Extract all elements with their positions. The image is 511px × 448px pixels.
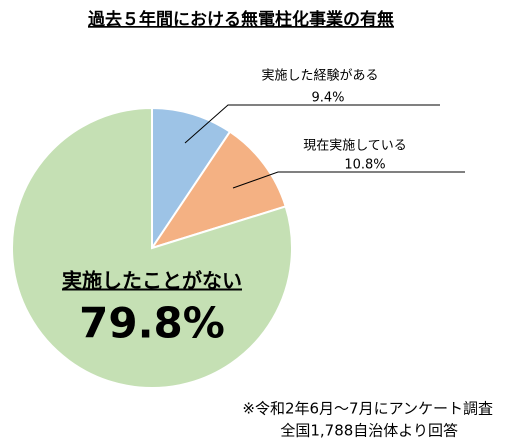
pie-slice xyxy=(151,106,232,252)
value-label: 10.8% xyxy=(344,158,385,173)
chart-title: 過去５年間における無電柱化事業の有無 xyxy=(88,9,394,30)
note: 全国1,788自治体より回答 xyxy=(280,422,458,440)
value-label: 9.4% xyxy=(311,91,344,106)
leader-line xyxy=(184,104,440,144)
value-label: 79.8% xyxy=(79,299,225,348)
note: ※令和2年6月～7月にアンケート調査 xyxy=(242,400,493,418)
leader-line xyxy=(232,171,465,189)
pie-slice xyxy=(11,106,293,389)
pie-slice xyxy=(149,130,287,250)
slice-label: 実施した経験がある xyxy=(261,68,378,84)
slice-label: 実施したことがない xyxy=(62,269,242,293)
slice-label: 現在実施している xyxy=(303,138,407,154)
